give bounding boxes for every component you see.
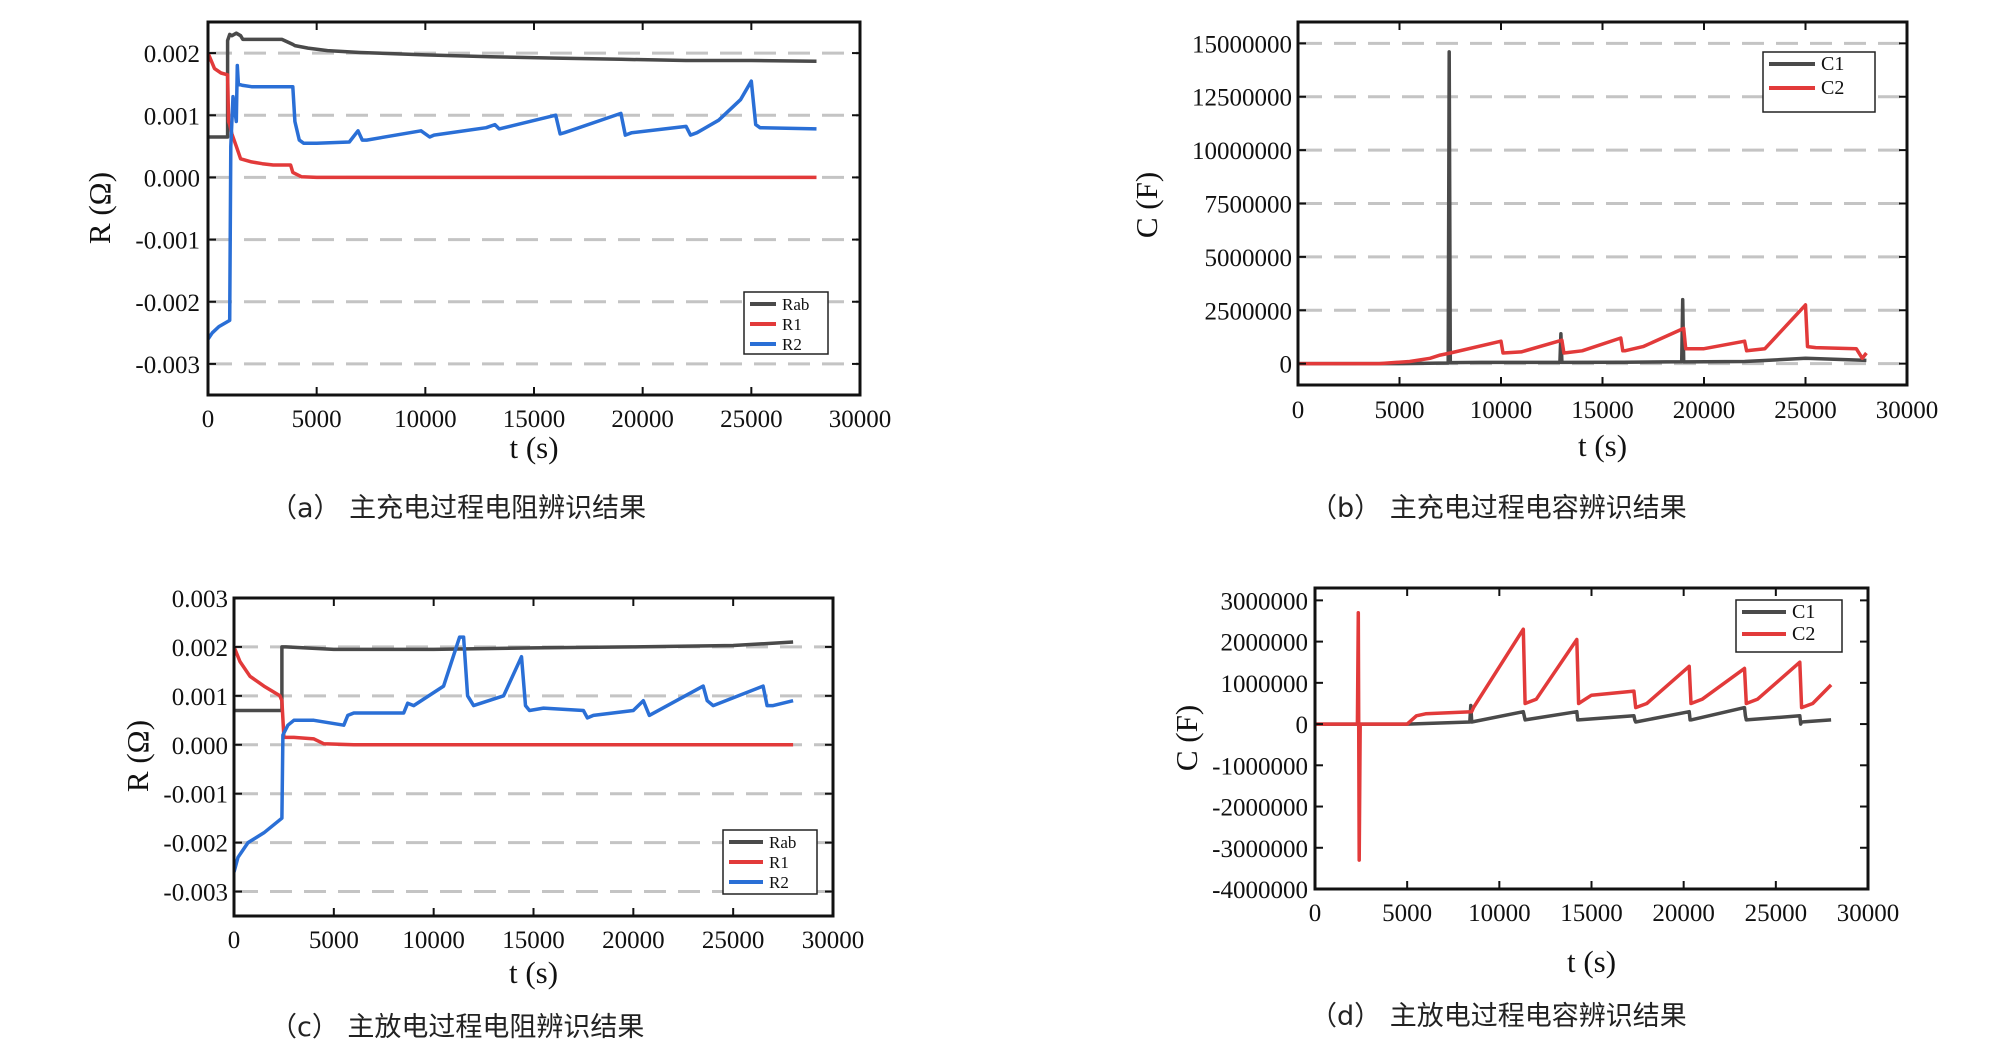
series-line-r2	[208, 63, 817, 341]
y-axis-label: C (F)	[1129, 172, 1164, 238]
y-tick-label: 0.000	[144, 165, 200, 192]
x-tick-label: 25000	[1774, 397, 1837, 424]
x-tick-label: 10000	[402, 927, 465, 954]
x-tick-label: 15000	[503, 406, 566, 433]
x-tick-label: 20000	[611, 406, 674, 433]
x-axis-label: t (s)	[509, 955, 558, 990]
series-line-r2	[234, 635, 794, 873]
y-tick-label: -3000000	[1212, 836, 1308, 863]
x-tick-label: 25000	[720, 406, 783, 433]
x-tick-label: 30000	[1876, 397, 1939, 424]
y-tick-label: 0	[1280, 352, 1293, 379]
figure-caption: （d） 主放电过程电容辨识结果	[1310, 1001, 1687, 1032]
x-axis-label: t (s)	[1567, 944, 1616, 979]
x-axis-label: t (s)	[509, 430, 558, 465]
legend-box	[1735, 599, 1843, 653]
y-tick-label: -1000000	[1212, 753, 1308, 780]
y-tick-label: -4000000	[1212, 877, 1308, 904]
y-tick-label: -2000000	[1212, 795, 1308, 822]
x-tick-label: 20000	[1652, 900, 1715, 927]
y-tick-label: 0.001	[172, 684, 228, 711]
legend-label-r1: R1	[769, 853, 789, 872]
chart-d: 0 5000 10000 15000 20000 25000 30000 3000000 200…	[1169, 586, 1900, 1032]
y-tick-label: 0.000	[172, 733, 228, 760]
x-tick-label: 10000	[394, 406, 457, 433]
legend-label-rab: Rab	[782, 295, 809, 314]
y-axis-label: R (Ω)	[82, 172, 117, 244]
chart-a: 0 5000 10000 15000 20000 25000 30000 0.002 0.001…	[82, 20, 892, 524]
x-tick-label: 15000	[502, 927, 565, 954]
legend-label-r1: R1	[782, 315, 802, 334]
y-tick-label: 2500000	[1205, 298, 1293, 325]
legend-label-r2: R2	[782, 335, 802, 354]
chart-c: 0 5000 10000 15000 20000 25000 30000 0.003 0.002…	[120, 586, 864, 1043]
y-tick-label: 0.002	[172, 635, 228, 662]
legend-label-c2: C2	[1821, 77, 1844, 99]
x-tick-label: 5000	[309, 927, 359, 954]
y-tick-label: 1000000	[1221, 671, 1309, 698]
x-tick-label: 15000	[1571, 397, 1634, 424]
y-tick-label: 3000000	[1221, 588, 1309, 615]
y-tick-label: 12500000	[1192, 85, 1292, 112]
chart-b: 0 5000 10000 15000 20000 25000 30000 15000000 12…	[1129, 20, 1939, 524]
y-tick-label: 5000000	[1205, 245, 1293, 272]
legend-box	[1762, 51, 1876, 113]
x-tick-label: 10000	[1470, 397, 1533, 424]
y-tick-label: 0	[1296, 712, 1309, 739]
y-tick-label: -0.003	[163, 880, 228, 907]
x-axis-label: t (s)	[1578, 428, 1627, 463]
x-tick-label: 30000	[1837, 900, 1900, 927]
series-line-c1	[1315, 703, 1832, 726]
x-tick-label: 0	[1292, 397, 1305, 424]
x-tick-label: 5000	[1382, 900, 1432, 927]
y-tick-label: -0.002	[163, 831, 228, 858]
x-tick-label: 25000	[1745, 900, 1808, 927]
y-tick-label: -0.001	[135, 228, 200, 255]
legend-label-r2: R2	[769, 873, 789, 892]
series-line-c1	[1298, 50, 1867, 366]
y-tick-label: 7500000	[1205, 192, 1293, 219]
x-tick-label: 10000	[1468, 900, 1531, 927]
legend-label-rab: Rab	[769, 833, 796, 852]
x-tick-label: 5000	[1375, 397, 1425, 424]
legend-label-c1: C1	[1792, 601, 1815, 623]
x-tick-label: 20000	[1673, 397, 1736, 424]
x-tick-label: 25000	[702, 927, 765, 954]
legend-label-c2: C2	[1792, 623, 1815, 645]
x-tick-label: 0	[202, 406, 215, 433]
x-tick-label: 30000	[802, 927, 865, 954]
y-tick-label: -0.001	[163, 782, 228, 809]
y-tick-label: 2000000	[1221, 630, 1309, 657]
y-axis-label: C (F)	[1169, 705, 1204, 771]
legend-label-c1: C1	[1821, 53, 1844, 75]
x-tick-label: 15000	[1560, 900, 1623, 927]
x-tick-label: 5000	[292, 406, 342, 433]
y-tick-label: 10000000	[1192, 138, 1292, 165]
y-tick-label: 0.001	[144, 103, 200, 130]
y-tick-label: 0.003	[172, 586, 228, 613]
y-tick-label: -0.003	[135, 352, 200, 379]
series-line-rab	[234, 640, 794, 713]
x-tick-label: 30000	[829, 406, 892, 433]
x-tick-label: 0	[1309, 900, 1322, 927]
figure-caption: （c） 主放电过程电阻辨识结果	[270, 1012, 644, 1043]
y-axis-label: R (Ω)	[120, 720, 155, 792]
x-tick-label: 0	[228, 927, 241, 954]
x-tick-label: 20000	[602, 927, 665, 954]
y-tick-label: 0.002	[144, 41, 200, 68]
series-line-r1	[208, 52, 817, 180]
y-tick-label: -0.002	[135, 290, 200, 317]
figure-caption: （a） 主充电过程电阻辨识结果	[270, 493, 646, 524]
series-line-c2	[1315, 610, 1833, 862]
y-tick-label: 15000000	[1192, 31, 1292, 58]
figure-caption: （b） 主充电过程电容辨识结果	[1310, 493, 1687, 524]
series-line-rab	[208, 31, 817, 139]
series-line-c2	[1298, 303, 1868, 366]
